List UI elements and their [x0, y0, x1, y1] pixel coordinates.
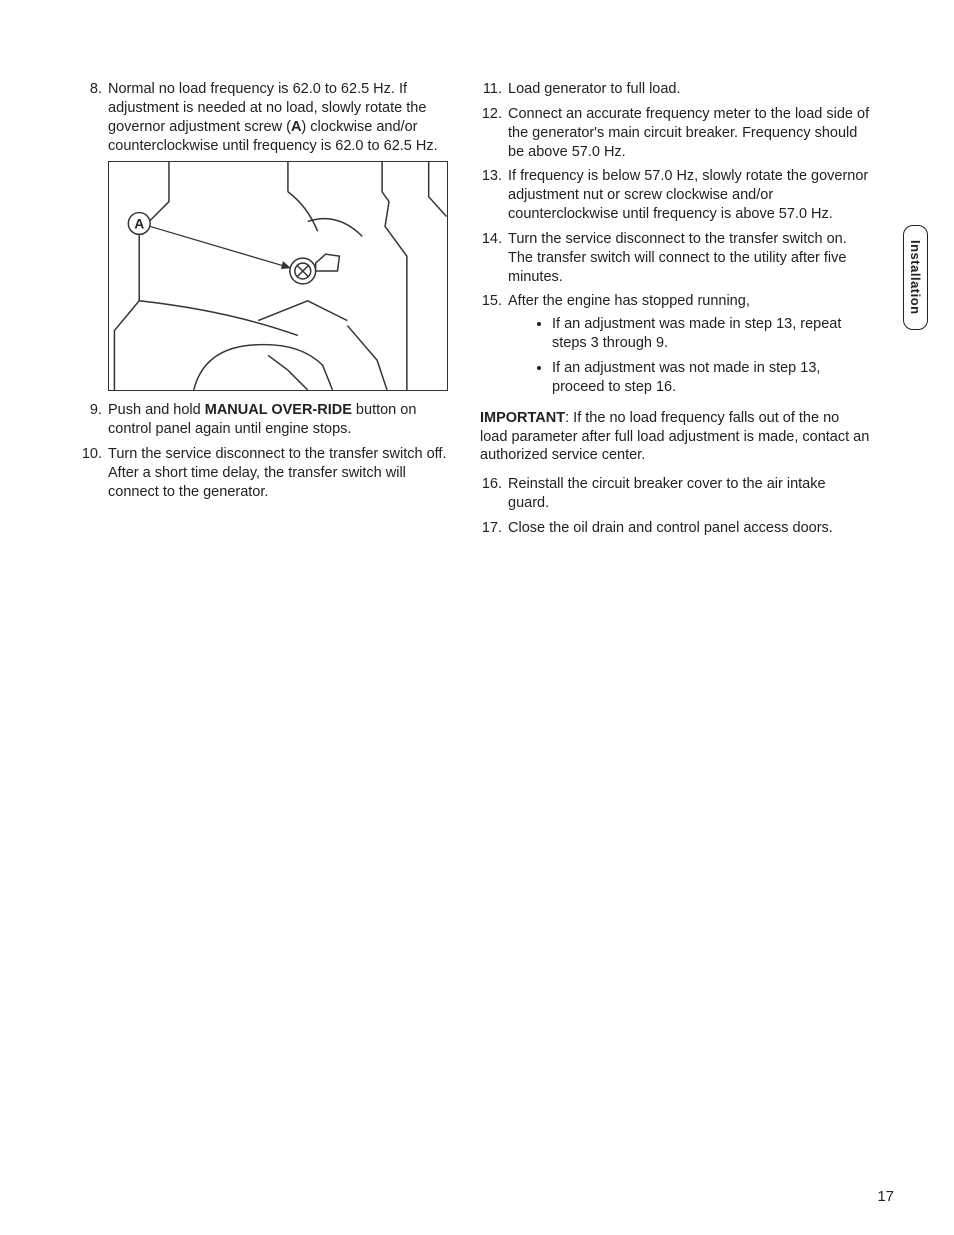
step-17: 17. Close the oil drain and control pane… [480, 519, 870, 538]
step-text: Reinstall the circuit breaker cover to t… [508, 475, 870, 513]
step-number: 9. [80, 401, 108, 439]
left-column: 8. Normal no load frequency is 62.0 to 6… [80, 80, 450, 544]
step-15: 15. After the engine has stopped running… [480, 292, 870, 402]
step-16: 16. Reinstall the circuit breaker cover … [480, 475, 870, 513]
step-11: 11. Load generator to full load. [480, 80, 870, 99]
step-15-bullet-2: If an adjustment was not made in step 13… [552, 359, 870, 397]
step-number: 13. [480, 167, 508, 224]
step-number: 10. [80, 445, 108, 502]
step-text: After the engine has stopped running, If… [508, 292, 870, 402]
right-column: 11. Load generator to full load. 12. Con… [480, 80, 870, 544]
step-number: 12. [480, 105, 508, 162]
step-number: 14. [480, 230, 508, 287]
step-text: If frequency is below 57.0 Hz, slowly ro… [508, 167, 870, 224]
step-text: Turn the service disconnect to the trans… [508, 230, 870, 287]
content-columns: 8. Normal no load frequency is 62.0 to 6… [80, 80, 894, 544]
figure-callout-label: A [134, 216, 144, 232]
step-text: Turn the service disconnect to the trans… [108, 445, 450, 502]
page-number: 17 [877, 1188, 894, 1205]
important-note: IMPORTANT: If the no load frequency fall… [480, 409, 870, 466]
governor-adjustment-figure: A [108, 161, 448, 391]
section-tab-installation: Installation [903, 225, 928, 330]
step-10: 10. Turn the service disconnect to the t… [80, 445, 450, 502]
step-number: 11. [480, 80, 508, 99]
step-text: Push and hold MANUAL OVER-RIDE button on… [108, 401, 450, 439]
step-15-bullet-1: If an adjustment was made in step 13, re… [552, 315, 870, 353]
step-number: 8. [80, 80, 108, 155]
step-13: 13. If frequency is below 57.0 Hz, slowl… [480, 167, 870, 224]
step-number: 15. [480, 292, 508, 402]
step-14: 14. Turn the service disconnect to the t… [480, 230, 870, 287]
step-text: Connect an accurate frequency meter to t… [508, 105, 870, 162]
step-8: 8. Normal no load frequency is 62.0 to 6… [80, 80, 450, 155]
step-9: 9. Push and hold MANUAL OVER-RIDE button… [80, 401, 450, 439]
step-text: Close the oil drain and control panel ac… [508, 519, 870, 538]
step-number: 17. [480, 519, 508, 538]
step-text: Normal no load frequency is 62.0 to 62.5… [108, 80, 450, 155]
step-text: Load generator to full load. [508, 80, 870, 99]
step-12: 12. Connect an accurate frequency meter … [480, 105, 870, 162]
step-number: 16. [480, 475, 508, 513]
